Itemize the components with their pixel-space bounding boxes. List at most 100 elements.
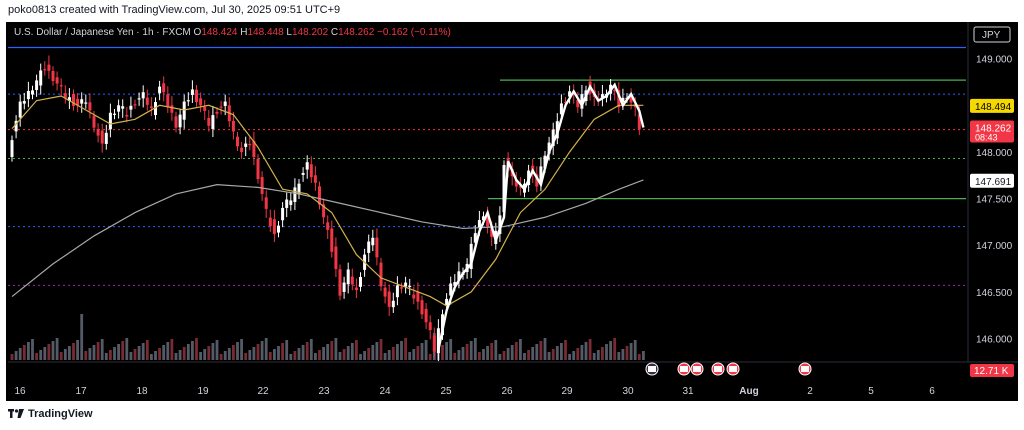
candle-body xyxy=(31,90,34,95)
volume-bar xyxy=(314,353,317,360)
candle-body xyxy=(215,111,219,114)
volume-bar xyxy=(482,349,485,360)
volume-bar xyxy=(367,348,371,360)
candle-body xyxy=(445,298,449,306)
candle-body xyxy=(354,287,358,291)
volume-bar xyxy=(162,345,166,360)
volume-bar xyxy=(301,345,305,360)
volume-bar xyxy=(490,343,494,360)
volume-bar xyxy=(59,352,63,360)
candle-body xyxy=(473,233,477,243)
candle-body xyxy=(346,269,350,285)
candle-body xyxy=(518,186,522,188)
volume-bar xyxy=(273,349,276,360)
volume-bar xyxy=(506,348,510,360)
volume-bar xyxy=(252,347,256,360)
volume-bar xyxy=(240,339,243,360)
volume-bar xyxy=(22,345,26,360)
candle-body xyxy=(404,282,408,287)
volume-bar xyxy=(248,350,252,360)
volume-bar xyxy=(473,338,477,360)
price-label-text: 148.494 xyxy=(975,102,1012,113)
candle-body xyxy=(293,187,297,202)
candle-body xyxy=(637,114,641,130)
volume-bar xyxy=(10,354,14,360)
candle-body xyxy=(125,115,129,117)
candle-body xyxy=(174,116,178,128)
candle-body xyxy=(84,102,88,104)
candle-body xyxy=(338,269,342,296)
x-tick-label: 22 xyxy=(257,386,269,397)
candle-body xyxy=(498,215,502,234)
volume-bar xyxy=(305,342,309,360)
event-flag-icon xyxy=(801,366,809,372)
price-label-text: 148.262 xyxy=(975,124,1012,135)
footer-brand: TradingView xyxy=(28,408,93,420)
candle-body xyxy=(318,186,321,205)
candle-body xyxy=(412,294,416,299)
event-flag-icon xyxy=(648,366,656,372)
volume-bar xyxy=(449,339,453,360)
candle-body xyxy=(108,112,112,130)
candle-body xyxy=(559,103,563,115)
volume-bar xyxy=(346,346,350,360)
y-tick-label: 148.000 xyxy=(976,148,1013,159)
candle-body xyxy=(10,140,14,157)
volume-bar xyxy=(519,339,522,360)
volume-bar xyxy=(387,350,391,360)
candle-body xyxy=(113,113,116,115)
candle-body xyxy=(432,335,436,352)
open-label: O xyxy=(193,27,202,38)
candle-body xyxy=(490,228,494,237)
x-tick-label: 29 xyxy=(561,386,573,397)
volume-bar xyxy=(375,342,379,360)
candle-body xyxy=(334,246,338,270)
x-tick-label: 30 xyxy=(622,386,634,397)
candle-body xyxy=(26,91,30,100)
volume-bar xyxy=(547,352,551,360)
candle-body xyxy=(400,287,403,289)
volume-bar xyxy=(236,342,239,360)
candle-body xyxy=(117,105,121,112)
candle-body xyxy=(551,129,555,146)
low-label: L xyxy=(286,27,292,38)
candle-body xyxy=(223,101,227,106)
candle-body xyxy=(22,100,26,104)
candle-body xyxy=(186,100,190,102)
candle-body xyxy=(211,115,215,130)
candle-body xyxy=(158,86,162,94)
volume-bar xyxy=(137,346,141,360)
price-label-countdown: 08:43 xyxy=(975,133,998,143)
candle-body xyxy=(617,90,621,108)
candle-body xyxy=(383,287,387,297)
top-bar: poko0813 created with TradingView.com, J… xyxy=(0,0,1024,22)
volume-bar xyxy=(125,338,129,360)
candle-body xyxy=(92,115,96,128)
price-label-box xyxy=(970,173,1014,188)
candle-body xyxy=(305,162,309,170)
volume-bar xyxy=(268,352,272,360)
volume-bar xyxy=(555,346,559,360)
candle-body xyxy=(367,241,371,253)
volume-bar xyxy=(199,352,202,360)
candle-body xyxy=(420,300,424,315)
volume-bar xyxy=(601,347,604,360)
x-tick-label: 2 xyxy=(807,386,813,397)
candle-body xyxy=(67,97,71,102)
volume-bar xyxy=(264,338,268,360)
volume-bar xyxy=(14,351,18,360)
candle-body xyxy=(272,219,276,235)
candle-body xyxy=(281,207,285,221)
candle-body xyxy=(326,222,330,230)
volume-bar xyxy=(117,344,120,360)
volume-bar xyxy=(133,349,137,360)
volume-bar xyxy=(166,342,170,360)
candle-body xyxy=(219,106,223,108)
volume-bar xyxy=(543,338,547,360)
candle-body xyxy=(35,80,39,91)
volume-bar xyxy=(277,346,280,360)
chart-frame[interactable] xyxy=(6,22,1018,401)
candle-body xyxy=(195,89,198,103)
symbol-title: U.S. Dollar / Japanese Yen · 1h · FXCM xyxy=(14,27,191,38)
